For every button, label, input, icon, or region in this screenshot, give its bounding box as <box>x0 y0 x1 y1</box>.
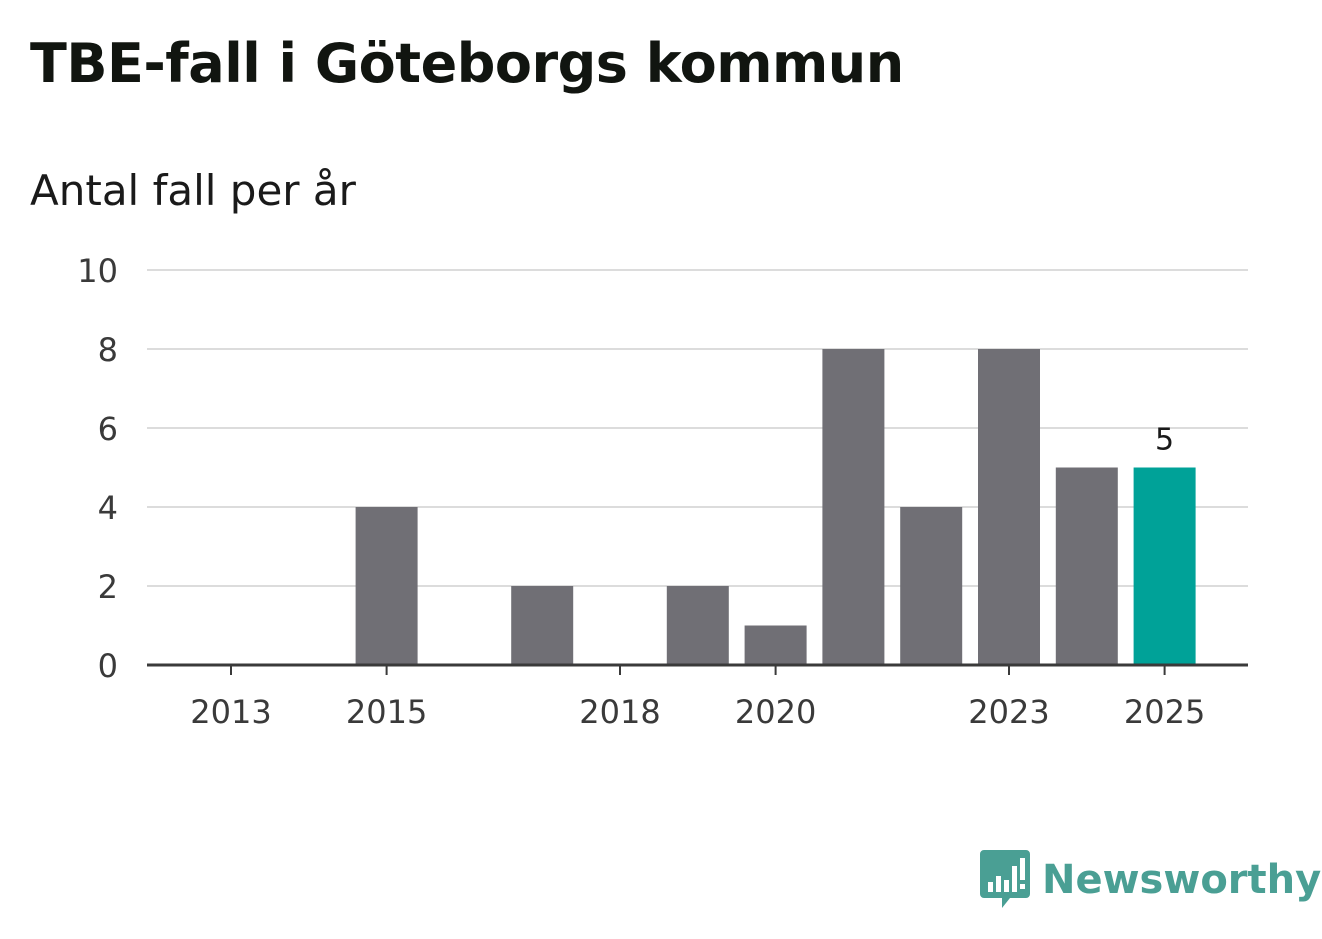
chart-subtitle: Antal fall per år <box>30 166 356 215</box>
x-tick-label: 2023 <box>968 693 1049 731</box>
y-tick-label: 8 <box>98 331 118 369</box>
bar-chart-speech-bubble-icon <box>980 850 1030 908</box>
y-tick-label: 4 <box>98 489 118 527</box>
data-labels: 5 <box>1155 423 1174 458</box>
x-tick-label: 2013 <box>190 693 271 731</box>
x-tick-label: 2020 <box>735 693 816 731</box>
y-tick-label: 2 <box>98 568 118 606</box>
y-tick-label: 10 <box>77 252 118 290</box>
bar-2020 <box>744 625 807 665</box>
x-tick-label: 2025 <box>1124 693 1205 731</box>
y-tick-label: 0 <box>98 647 118 685</box>
bar-2023 <box>978 349 1040 665</box>
data-label-2025: 5 <box>1155 423 1174 458</box>
y-axis-ticks: 0 2 4 6 8 10 <box>77 252 118 685</box>
x-tick-label: 2015 <box>346 693 427 731</box>
bar-2017 <box>511 586 574 665</box>
bar-chart: 0 2 4 6 8 10 2013 2015 2018 2020 2023 2025 5 <box>77 252 1248 731</box>
x-axis-ticks: 2013 2015 2018 2020 2023 2025 <box>190 665 1205 731</box>
brand-name: Newsworthy <box>1042 857 1322 903</box>
bar-2019 <box>666 586 729 665</box>
bar-2015 <box>355 507 418 665</box>
bar-2024 <box>1055 467 1118 665</box>
bars <box>355 349 1196 665</box>
bar-2022 <box>900 507 963 665</box>
y-tick-label: 6 <box>98 410 118 448</box>
brand-logo: Newsworthy <box>980 850 1321 910</box>
x-tick-label: 2018 <box>579 693 660 731</box>
chart-title: TBE-fall i Göteborgs kommun <box>30 32 904 95</box>
bar-2021 <box>822 349 885 665</box>
bar-2025 <box>1133 467 1196 665</box>
